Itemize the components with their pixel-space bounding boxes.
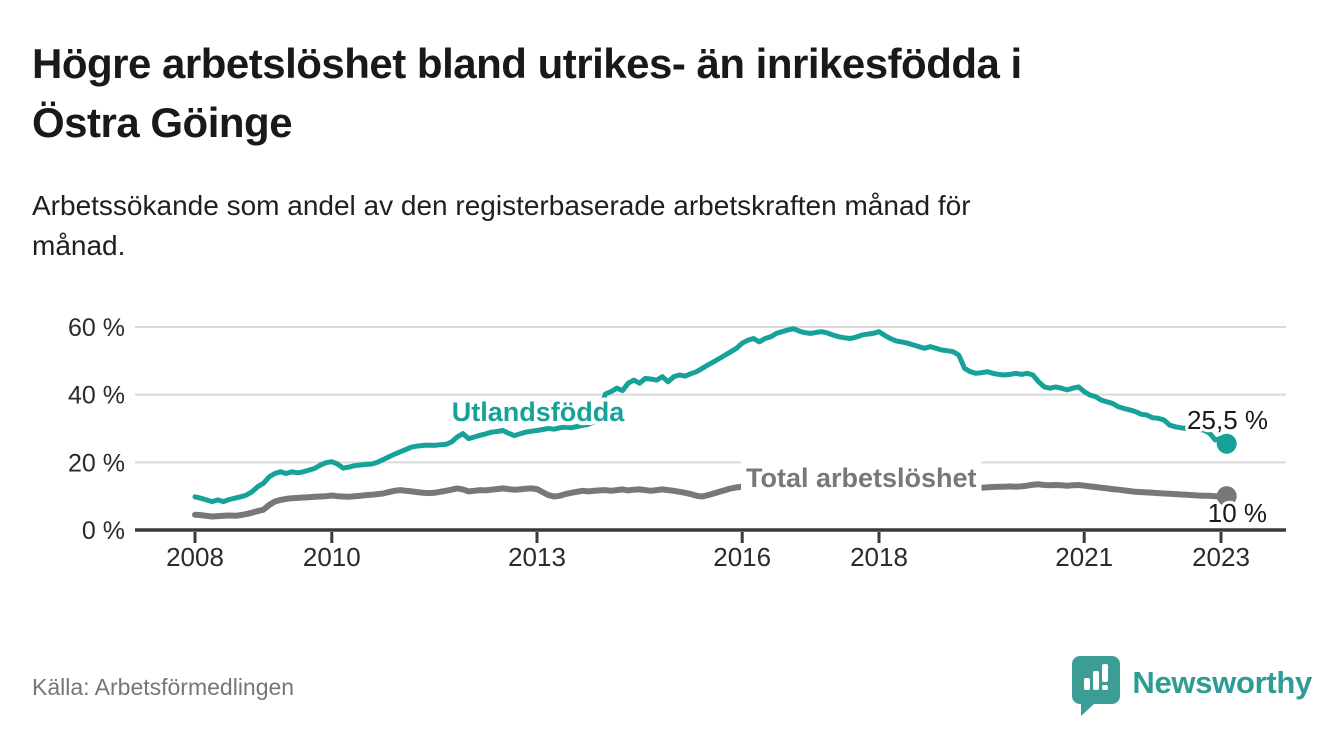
total-series-label: Total arbetslöshet: [746, 463, 977, 493]
newsworthy-logo[interactable]: Newsworthy: [1070, 648, 1312, 718]
total-label-mask: [741, 460, 982, 496]
y-tick-label-40: 40 %: [68, 382, 125, 410]
title-line-1: Högre arbetslöshet bland utrikes- än inr…: [32, 40, 1022, 87]
source-note: Källa: Arbetsförmedlingen: [32, 674, 295, 700]
end-dot-utlandsfodda: [1216, 433, 1237, 454]
x-tick-label-2021: 2021: [1055, 542, 1113, 572]
logo-bar-3: [1102, 664, 1109, 682]
x-tick-label-2023: 2023: [1192, 542, 1250, 572]
subtitle-line-1: Arbetssökande som andel av den registerb…: [32, 190, 971, 221]
x-tick-label-2013: 2013: [508, 542, 566, 572]
chart-subtitle: Arbetssökande som andel av den registerb…: [32, 186, 1272, 266]
utlandsfodda-value-label: 25,5 %: [1187, 405, 1268, 435]
utlandsfodda-series-label: Utlandsfödda: [452, 397, 625, 427]
newsworthy-logo-icon: [1072, 656, 1121, 716]
x-tick-label-2008: 2008: [166, 542, 224, 572]
series-line-utlandsfodda: [192, 326, 1230, 505]
newsworthy-logo-text: Newsworthy: [1132, 665, 1312, 700]
y-tick-label-60: 60 %: [68, 314, 125, 342]
x-tick-label-2016: 2016: [713, 542, 771, 572]
end-dot-total: [1216, 486, 1237, 507]
x-tick-label-2010: 2010: [303, 542, 361, 572]
logo-bar-dot: [1102, 685, 1109, 690]
logo-bar-1: [1084, 678, 1091, 690]
total-value-label: 10 %: [1208, 498, 1267, 528]
title-line-2: Östra Göinge: [32, 99, 293, 146]
y-tick-label-0: 0 %: [82, 517, 125, 545]
logo-bar-2: [1093, 671, 1100, 690]
subtitle-line-2: månad.: [32, 230, 126, 261]
x-tick-label-2018: 2018: [850, 542, 908, 572]
series-line-total: [192, 481, 1230, 520]
y-tick-label-20: 20 %: [68, 449, 125, 477]
page-title: Högre arbetslöshet bland utrikes- än inr…: [32, 34, 1312, 152]
